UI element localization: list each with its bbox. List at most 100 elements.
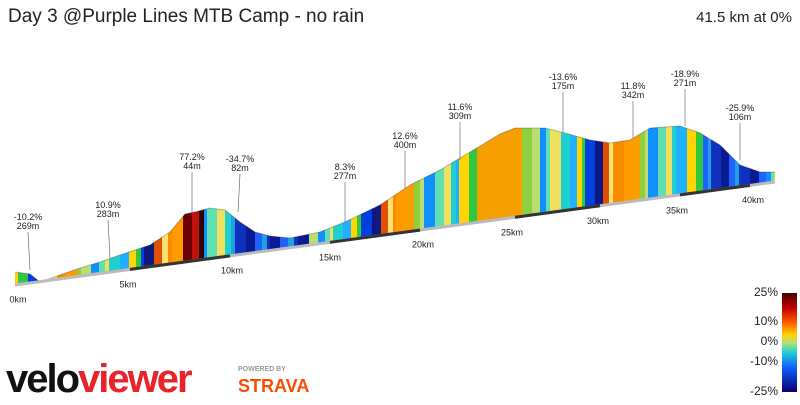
profile-stripe xyxy=(309,126,319,285)
annotation-length: 277m xyxy=(334,171,357,181)
profile-stripe xyxy=(66,126,74,285)
annotation-grade: -10.2% xyxy=(14,212,43,222)
profile-stripe xyxy=(546,126,551,285)
distance-label: 25km xyxy=(501,228,523,238)
profile-stripe xyxy=(469,126,478,285)
annotation-grade: -25.9% xyxy=(726,103,755,113)
profile-stripe xyxy=(325,126,331,285)
profile-stripe xyxy=(585,126,596,285)
profile-stripe xyxy=(351,126,358,285)
profile-stripe xyxy=(255,126,263,285)
profile-stripe xyxy=(204,126,208,285)
distance-label: 15km xyxy=(319,252,341,262)
profile-stripe xyxy=(381,126,389,285)
annotation-length: 400m xyxy=(394,140,417,150)
profile-stripe xyxy=(388,126,394,285)
annotation-length: 82m xyxy=(231,163,249,173)
annotation-leader xyxy=(27,231,31,271)
profile-stripe xyxy=(207,126,218,285)
profile-overlay: -10.2%269m 10.9%283m 77.2%44m -34.7%82m 8.3%… xyxy=(9,69,776,305)
profile-stripe xyxy=(658,126,667,285)
profile-stripe xyxy=(330,126,334,285)
profile-stripe xyxy=(708,126,712,285)
profile-stripe xyxy=(550,126,562,285)
distance-label: 30km xyxy=(587,216,609,226)
profile-stripe xyxy=(577,126,583,285)
profile-stripe xyxy=(498,126,508,285)
profile-stripe xyxy=(46,126,58,285)
legend-label: -25% xyxy=(750,384,778,398)
distance-label: 5km xyxy=(119,280,136,290)
annotation-grade: 11.8% xyxy=(621,81,646,91)
profile-stripe xyxy=(487,126,499,285)
annotation-grade: 77.2% xyxy=(179,152,205,162)
profile-stripe xyxy=(262,126,268,285)
profile-stripe xyxy=(288,126,295,285)
profile-stripe xyxy=(333,126,344,285)
annotation-grade: 12.6% xyxy=(392,131,418,141)
profile-stripe xyxy=(613,126,625,285)
powered-by: POWERED BY xyxy=(238,366,286,373)
profile-stripe xyxy=(676,126,688,285)
profile-stripe xyxy=(183,126,193,285)
annotation-length: 44m xyxy=(183,161,201,171)
annotation-grade: 8.3% xyxy=(335,162,356,172)
annotation-length: 106m xyxy=(729,112,752,122)
profile-stripe xyxy=(162,126,169,285)
segment-bar xyxy=(129,254,231,271)
profile-stripe xyxy=(514,126,520,285)
profile-stripe xyxy=(267,126,271,285)
profile-stripe xyxy=(154,126,163,285)
profile-stripe xyxy=(456,126,460,285)
profile-stripe xyxy=(361,126,373,285)
profile-stripe xyxy=(298,126,310,285)
profile-stripe xyxy=(721,126,730,285)
annotation-grade: 10.9% xyxy=(95,200,121,210)
annotation-length: 271m xyxy=(674,78,697,88)
distance-label: 0km xyxy=(9,295,26,305)
profile-edge xyxy=(14,125,775,283)
distance-label: 20km xyxy=(412,240,434,250)
annotation-grade: -34.7% xyxy=(226,154,255,164)
distance-label: 40km xyxy=(742,195,764,205)
profile-stripe xyxy=(141,126,145,285)
profile-stripe xyxy=(595,126,604,285)
annotation-leader xyxy=(237,173,241,213)
annotation-length: 175m xyxy=(552,81,575,91)
profile-stripe xyxy=(81,126,92,285)
profile-stripe xyxy=(396,126,407,285)
profile-stripe xyxy=(78,126,82,285)
profile-stripe xyxy=(168,126,173,285)
logo: veloviewer xyxy=(6,357,192,400)
profile-stripe xyxy=(357,126,362,285)
profile-stripe xyxy=(144,126,155,285)
profile-stripe xyxy=(603,126,610,285)
distance-label: 10km xyxy=(221,266,243,276)
profile-stripe xyxy=(18,126,29,285)
profile-stripe xyxy=(435,126,445,285)
profile-stripe xyxy=(192,126,200,285)
strava: STRAVA xyxy=(238,376,309,396)
annotation-length: 269m xyxy=(17,221,40,231)
annotation-grade: -13.6% xyxy=(549,72,578,82)
summary: 41.5 km at 0% xyxy=(696,9,792,26)
legend-label: -10% xyxy=(750,354,778,368)
profile-stripe xyxy=(696,126,704,285)
profile-stripe xyxy=(406,126,415,285)
profile-stripe xyxy=(771,126,775,285)
title: Day 3 @Purple Lines MTB Camp - no rain xyxy=(8,6,364,27)
profile-stripe xyxy=(451,126,457,285)
annotation-leader xyxy=(107,219,111,259)
profile-stripe xyxy=(57,126,67,285)
profile-stripe xyxy=(570,126,578,285)
profile-stripe xyxy=(609,126,614,285)
profile-stripe xyxy=(15,126,19,285)
profile-stripe xyxy=(459,126,470,285)
profile-stripe xyxy=(280,126,289,285)
profile-stripe xyxy=(540,126,547,285)
profile-stripe xyxy=(414,126,421,285)
profile-stripe xyxy=(766,126,772,285)
profile-stripe xyxy=(28,126,37,285)
profile-stripe xyxy=(444,126,452,285)
segment-bar xyxy=(514,204,601,219)
